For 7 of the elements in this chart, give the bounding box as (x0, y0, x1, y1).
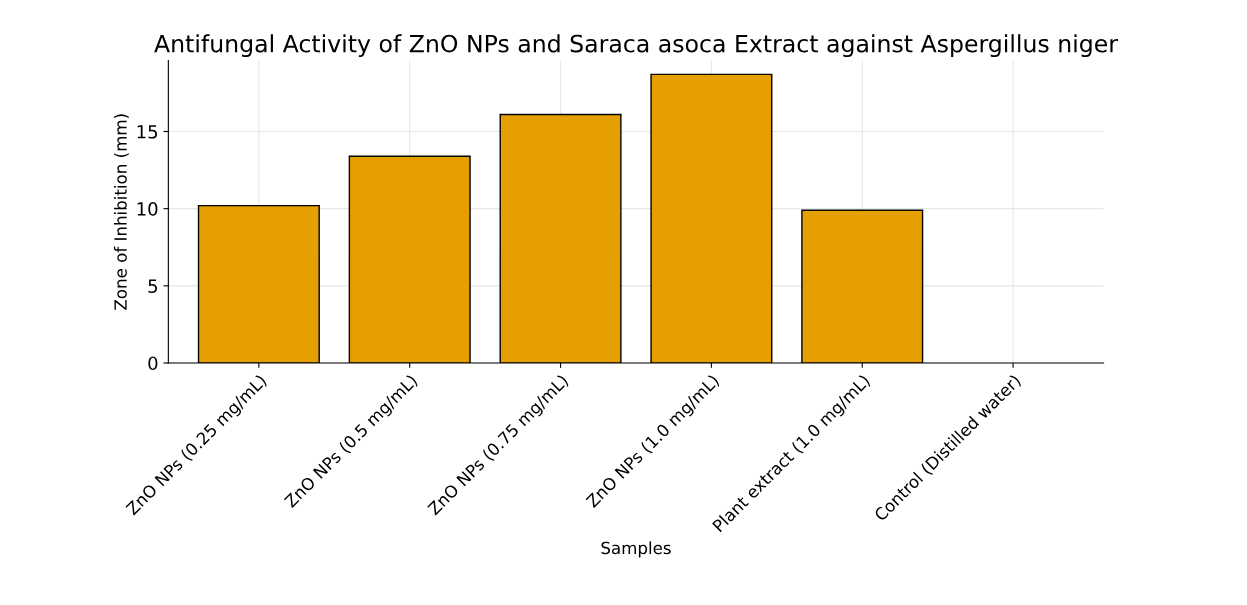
y-tick-label: 15 (137, 125, 158, 139)
chart-title: Antifungal Activity of ZnO NPs and Saraca asoca Extract against Aspergillus niger (154, 34, 1118, 58)
y-tick-label: 0 (148, 356, 158, 371)
y-tick-label: 5 (148, 279, 158, 293)
y-axis-title: Zone of Inhibition (mm) (113, 114, 129, 310)
y-tick-label: 10 (137, 202, 158, 216)
x-axis-title: Samples (601, 541, 671, 558)
